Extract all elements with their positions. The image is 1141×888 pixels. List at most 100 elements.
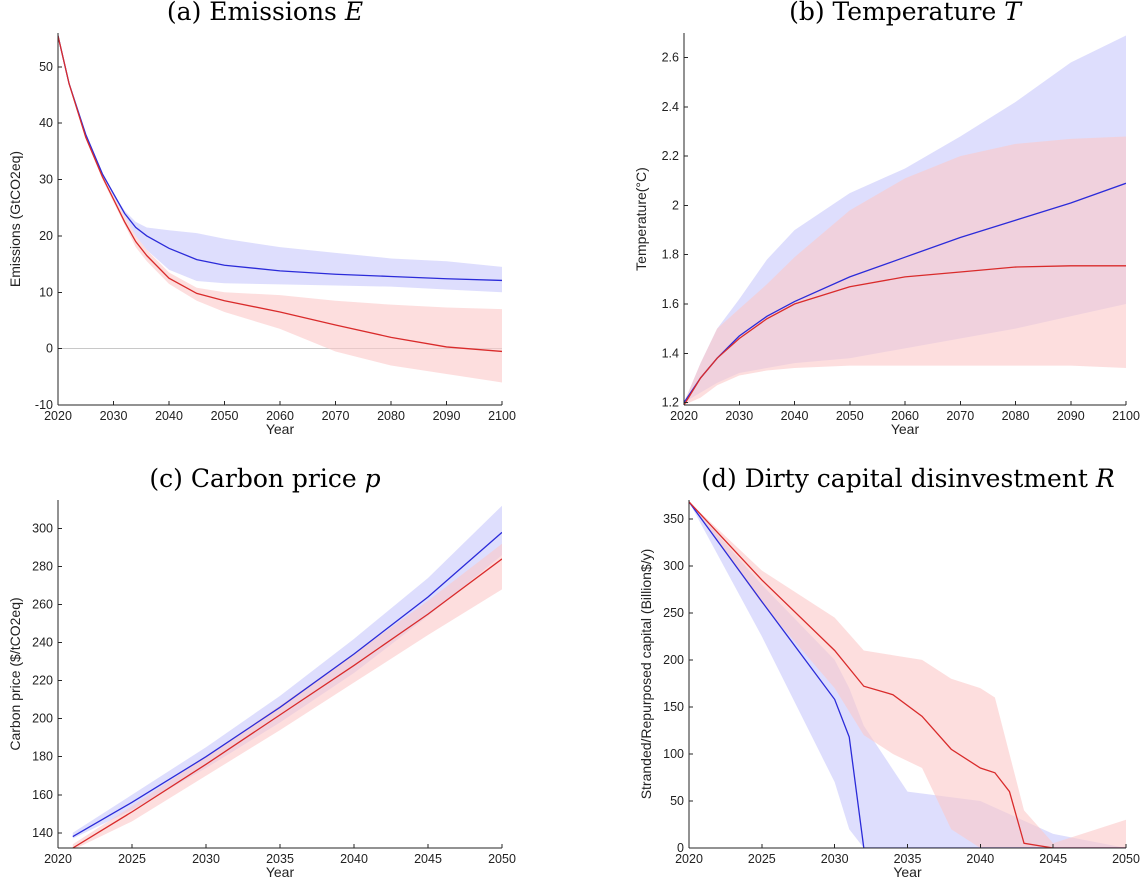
x-axis-label: Year bbox=[891, 421, 920, 437]
y-tick-label: 50 bbox=[39, 60, 53, 74]
x-tick-label: 2060 bbox=[891, 409, 919, 423]
x-tick-label: 2040 bbox=[155, 409, 183, 423]
panel-d: (d) Dirty capital disinvestment R 2020 202… bbox=[638, 464, 1140, 880]
line-series-a bbox=[58, 35, 502, 282]
line-series-a bbox=[689, 501, 1126, 848]
x-tick-label: 2025 bbox=[118, 852, 146, 866]
y-tick-label: 180 bbox=[32, 750, 53, 764]
x-tick-label: 2045 bbox=[1039, 852, 1067, 866]
plot-area bbox=[72, 505, 502, 848]
x-tick-label: 2050 bbox=[488, 852, 516, 866]
x-tick-label: 2080 bbox=[377, 409, 405, 423]
y-tick-label: 2 bbox=[672, 198, 679, 212]
panel-title-text: (d) Dirty capital disinvestment bbox=[701, 464, 1096, 493]
panel-title: (c) Carbon price p bbox=[149, 464, 380, 493]
panel-title: (a) Emissions E bbox=[167, 0, 363, 26]
panel-title-text: (b) Temperature bbox=[789, 0, 1004, 26]
line-series-b bbox=[58, 35, 502, 353]
panel-b: (b) Temperature T 2020 2030 2040 2050 2060 207… bbox=[633, 0, 1140, 437]
y-tick-label: 1.4 bbox=[662, 346, 679, 360]
band-series-b bbox=[72, 543, 502, 848]
x-axis-label: Year bbox=[266, 421, 295, 437]
y-axis-label: Carbon price ($/tCO2eq) bbox=[7, 597, 23, 750]
band-series-a bbox=[58, 35, 502, 293]
x-tick-label: 2090 bbox=[433, 409, 461, 423]
y-tick-label: 20 bbox=[39, 229, 53, 243]
y-tick-label: 200 bbox=[32, 712, 53, 726]
panel-title-symbol: E bbox=[344, 0, 363, 26]
line-series-b bbox=[72, 558, 502, 848]
x-tick-label: 2030 bbox=[725, 409, 753, 423]
plot-area bbox=[689, 501, 1126, 848]
line-series-b bbox=[689, 501, 1126, 848]
panel-title-text: (c) Carbon price bbox=[149, 464, 364, 493]
x-tick-label: 2030 bbox=[192, 852, 220, 866]
y-tick-label: 150 bbox=[663, 700, 684, 714]
band-series-a bbox=[72, 505, 502, 839]
x-tick-label: 2045 bbox=[414, 852, 442, 866]
x-tick-label: 2025 bbox=[748, 852, 776, 866]
band-series-b bbox=[58, 35, 502, 383]
y-tick-label: 250 bbox=[663, 606, 684, 620]
x-tick-label: 2020 bbox=[44, 852, 72, 866]
y-tick-label: 240 bbox=[32, 636, 53, 650]
y-tick-label: 280 bbox=[32, 560, 53, 574]
line-series-a bbox=[72, 531, 502, 838]
y-tick-label: 300 bbox=[663, 559, 684, 573]
y-tick-label: 300 bbox=[32, 522, 53, 536]
x-axis-label: Year bbox=[266, 864, 295, 880]
x-tick-label: 2020 bbox=[675, 852, 703, 866]
x-tick-label: 2100 bbox=[488, 409, 516, 423]
x-tick-label: 2030 bbox=[100, 409, 128, 423]
x-tick-label: 2050 bbox=[1112, 852, 1140, 866]
x-tick-label: 2050 bbox=[211, 409, 239, 423]
x-tick-label: 2080 bbox=[1002, 409, 1030, 423]
x-tick-label: 2020 bbox=[670, 409, 698, 423]
plot-area bbox=[58, 35, 502, 383]
x-tick-label: 2020 bbox=[44, 409, 72, 423]
y-tick-label: 2.4 bbox=[662, 100, 679, 114]
y-tick-label: 1.8 bbox=[662, 248, 679, 262]
y-tick-label: 200 bbox=[663, 653, 684, 667]
x-tick-label: 2070 bbox=[322, 409, 350, 423]
x-tick-label: 2030 bbox=[821, 852, 849, 866]
panel-title-text: (a) Emissions bbox=[167, 0, 345, 26]
y-tick-label: 10 bbox=[39, 285, 53, 299]
y-tick-label: 0 bbox=[46, 342, 53, 356]
panel-title-symbol: T bbox=[1004, 0, 1023, 26]
panel-c: (c) Carbon price p 2020 2025 2030 2035 2040 20… bbox=[7, 464, 516, 880]
band-series-b bbox=[684, 136, 1126, 405]
y-tick-label: -10 bbox=[35, 398, 53, 412]
x-tick-label: 2050 bbox=[836, 409, 864, 423]
y-axis-label: Temperature(°C) bbox=[633, 167, 649, 271]
y-tick-label: 30 bbox=[39, 173, 53, 187]
panel-title: (b) Temperature T bbox=[789, 0, 1023, 26]
x-tick-label: 2060 bbox=[266, 409, 294, 423]
band-series-b bbox=[689, 501, 1126, 848]
plot-area bbox=[684, 35, 1126, 405]
y-tick-label: 50 bbox=[670, 794, 684, 808]
panel-title-symbol: R bbox=[1095, 464, 1115, 493]
x-tick-label: 2040 bbox=[781, 409, 809, 423]
x-tick-label: 2100 bbox=[1112, 409, 1140, 423]
y-tick-label: 2.2 bbox=[662, 149, 679, 163]
y-tick-label: 40 bbox=[39, 116, 53, 130]
panel-title: (d) Dirty capital disinvestment R bbox=[701, 464, 1115, 493]
x-tick-label: 2035 bbox=[894, 852, 922, 866]
x-tick-label: 2090 bbox=[1057, 409, 1085, 423]
panel-title-symbol: p bbox=[365, 464, 381, 493]
x-tick-label: 2040 bbox=[966, 852, 994, 866]
y-tick-label: 2.6 bbox=[662, 51, 679, 65]
line-series-b bbox=[684, 265, 1126, 405]
y-tick-label: 0 bbox=[677, 841, 684, 855]
x-axis-label: Year bbox=[893, 864, 922, 880]
y-tick-label: 260 bbox=[32, 598, 53, 612]
y-tick-label: 1.6 bbox=[662, 297, 679, 311]
y-tick-label: 160 bbox=[32, 788, 53, 802]
x-tick-label: 2040 bbox=[340, 852, 368, 866]
x-tick-label: 2070 bbox=[946, 409, 974, 423]
y-axis-label: Emissions (GtCO2eq) bbox=[7, 151, 23, 287]
y-tick-label: 1.2 bbox=[662, 396, 679, 410]
